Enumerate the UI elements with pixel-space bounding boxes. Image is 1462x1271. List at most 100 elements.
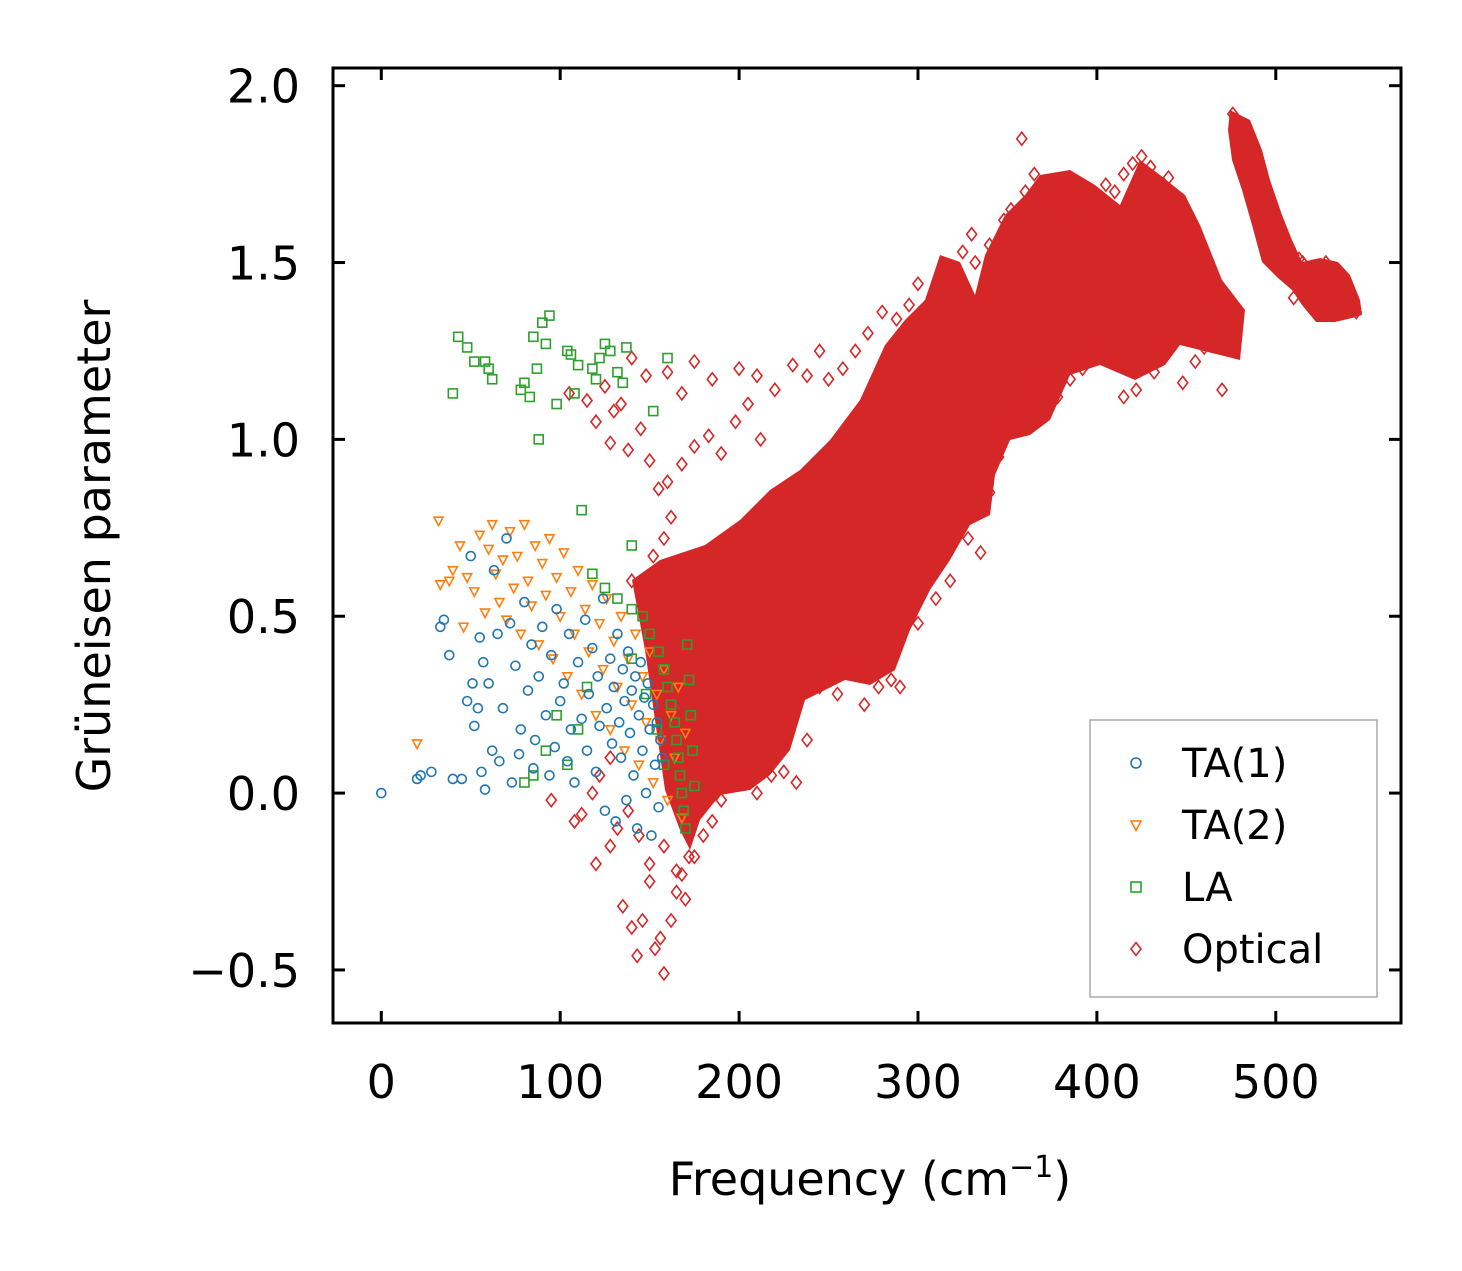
data-point [849,343,862,359]
data-point [657,530,670,547]
data-point [607,403,620,419]
data-point [563,628,575,640]
data-point [1019,183,1032,200]
data-point [765,767,778,784]
data-point [1005,201,1018,218]
data-point [479,608,491,620]
data-point [1162,339,1175,356]
y-axis-ticks: −0.5 0.0 0.5 1.0 1.5 2.0 [188,60,1401,998]
data-point [1207,321,1220,338]
data-point [983,484,996,501]
data-point [533,434,545,445]
data-point [1216,382,1229,398]
data-point [689,780,700,792]
data-point [612,593,623,604]
data-point [1230,120,1243,136]
x-tick-label: 200 [695,1055,783,1109]
data-point [551,398,562,410]
data-point [1081,219,1094,235]
data-point [642,678,654,689]
data-point [1319,254,1332,271]
legend-entries: TA(1) TA(2) LA Optical [1129,741,1323,973]
data-point [601,702,613,714]
data-point [615,752,627,764]
data-point [635,656,646,668]
data-point [434,580,447,592]
data-point [631,947,644,964]
scatter-points [376,106,1363,982]
data-point [1064,371,1077,388]
data-point [597,664,609,676]
data-point [447,565,459,577]
legend-entry: LA [1130,865,1233,911]
data-point [504,526,516,539]
data-point [549,741,561,753]
data-point [1296,254,1309,271]
data-point [1176,374,1189,391]
data-point [537,621,548,633]
data-point [576,504,587,516]
data-point [801,732,814,748]
data-point [962,530,975,547]
data-point [525,601,538,613]
data-point [572,724,584,735]
data-point [706,813,719,830]
data-point [1028,166,1041,182]
data-point [467,678,478,689]
data-point [956,244,969,260]
data-point [729,413,742,430]
data-point [656,752,668,764]
data-point [652,481,665,497]
x-axis-title-suffix: ) [1053,1152,1071,1206]
data-point [640,717,652,730]
data-point [551,709,562,721]
data-point [438,614,450,626]
data-point [679,891,692,908]
data-point [1072,187,1085,204]
data-point [1076,360,1089,377]
data-point [681,639,693,650]
data-point [634,420,647,437]
x-tick-label: 500 [1232,1055,1320,1109]
data-point [647,699,659,710]
data-point [706,371,719,388]
data-point [675,385,688,402]
data-point [456,773,468,785]
data-point [661,364,674,380]
legend-label: LA [1182,865,1233,911]
data-point [675,866,688,883]
data-point [568,813,581,830]
legend-label: TA(1) [1181,741,1287,787]
data-point [619,695,630,707]
data-point [569,388,580,399]
data-point [831,686,844,702]
data-point [729,774,742,791]
legend-frame [1089,719,1378,998]
y-tick-label: 1.0 [227,413,300,467]
data-point [540,338,552,350]
data-point [568,629,581,641]
data-point [1051,389,1064,405]
data-point [1284,240,1297,257]
data-point [633,709,645,721]
data-point [625,919,638,936]
data-point [1287,290,1300,306]
data-point [1266,205,1279,221]
data-point [1162,169,1175,186]
data-point [861,325,874,342]
x-axis-ticks: 0 100 200 300 400 500 [367,68,1320,1109]
data-point [579,614,591,626]
data-point [687,745,698,756]
data-point [670,884,683,900]
data-point [672,752,684,764]
data-point [944,265,957,281]
data-point [688,353,701,370]
data-point [733,360,746,377]
data-point [672,682,685,694]
data-point [1350,304,1363,320]
data-point [465,550,477,562]
data-point [461,572,473,585]
data-point [657,965,670,982]
data-point [494,755,505,767]
data-point [1090,198,1103,214]
